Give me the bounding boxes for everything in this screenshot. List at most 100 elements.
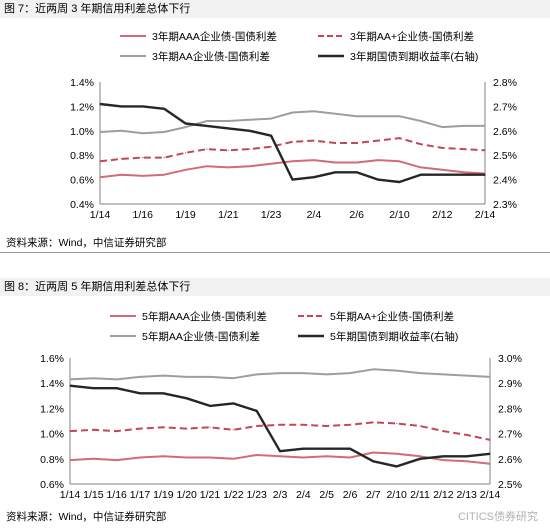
series-3-point xyxy=(120,130,122,132)
series-3-point xyxy=(442,373,444,375)
x-tick-label: 1/14 xyxy=(90,209,111,221)
x-tick-label: 2/3 xyxy=(273,489,288,501)
series-3-point xyxy=(139,376,141,378)
series-2-point xyxy=(186,428,188,430)
series-4-point xyxy=(377,179,379,181)
series-4-point xyxy=(163,108,165,110)
series-2-point xyxy=(99,160,101,162)
series-4-point xyxy=(92,387,94,389)
series-4-point xyxy=(99,103,101,105)
y-right-tick-label: 2.8% xyxy=(498,403,522,415)
series-1-point xyxy=(372,451,374,454)
x-tick-label: 1/21 xyxy=(218,209,239,221)
series-1-point xyxy=(116,459,118,461)
legend-label-2: 3年期AA+企业债-国债利差 xyxy=(350,30,474,43)
series-2-point xyxy=(313,140,315,142)
series-2-point xyxy=(163,157,165,159)
series-2-point xyxy=(442,430,444,432)
series-3-point xyxy=(463,125,465,127)
series-3-point xyxy=(334,113,336,115)
series-2-point xyxy=(279,424,281,426)
series-2-point xyxy=(162,426,164,428)
series-2-point xyxy=(377,140,379,142)
series-2-point xyxy=(206,148,208,150)
series-4-point xyxy=(442,455,444,457)
figure1-caption: 图 7：近两周 3 年期信用利差总体下行 xyxy=(0,0,550,18)
series-3-point xyxy=(291,111,294,114)
x-tick-label: 1/23 xyxy=(246,489,267,501)
series-4-point xyxy=(349,448,351,450)
series-3-point xyxy=(396,370,398,372)
figure1-source: 资料来源：Wind，中信证券研究部 xyxy=(6,237,167,249)
series-3-point xyxy=(69,378,71,380)
series-2-point xyxy=(463,148,465,150)
series-4-point xyxy=(398,181,400,183)
series-4-point xyxy=(326,448,328,450)
series-1-point xyxy=(442,459,444,461)
watermark: CITICS债券研究 xyxy=(457,511,538,523)
series-1-point xyxy=(326,455,328,457)
x-tick-label: 2/10 xyxy=(389,209,410,221)
series-2-point xyxy=(441,147,443,149)
series-4-point xyxy=(419,458,421,460)
y-left-tick-label: 0.6% xyxy=(40,479,64,491)
series-2-point xyxy=(270,146,272,148)
series-2-point xyxy=(334,142,336,144)
series-1-point xyxy=(99,176,101,178)
y-right-tick-label: 2.5% xyxy=(498,479,522,491)
x-tick-label: 2/7 xyxy=(366,489,381,501)
x-tick-label: 2/14 xyxy=(475,209,496,221)
y-left-tick-label: 1.6% xyxy=(40,353,64,365)
y-left-tick-label: 1.2% xyxy=(70,101,94,113)
series-3-point xyxy=(441,126,443,128)
series-3-point xyxy=(313,110,315,112)
series-4-point xyxy=(420,174,422,176)
series-1-point xyxy=(377,159,379,161)
series-2-point xyxy=(185,152,187,154)
series-4-point xyxy=(463,174,465,176)
series-4-point xyxy=(302,448,304,450)
series-4-point xyxy=(139,392,141,394)
y-left-tick-label: 1.4% xyxy=(40,378,64,390)
series-3-point xyxy=(186,376,188,378)
y-left-tick-label: 1.0% xyxy=(40,429,64,441)
series-2-point xyxy=(232,429,234,431)
series-1-point xyxy=(186,456,188,459)
series-2-point xyxy=(116,430,118,432)
figure2-caption: 图 8：近两周 5 年期信用利差总体下行 xyxy=(0,278,550,296)
series-2-point xyxy=(69,430,71,432)
x-tick-label: 1/17 xyxy=(130,489,151,501)
series-4-point xyxy=(232,402,234,404)
series-4-point xyxy=(279,450,281,452)
series-1-point xyxy=(209,456,211,459)
series-2-point xyxy=(489,439,491,441)
x-tick-label: 2/13 xyxy=(456,489,477,501)
series-4-point xyxy=(256,410,258,412)
series-4-point xyxy=(185,122,187,125)
y-right-tick-label: 2.4% xyxy=(493,175,517,187)
series-1-point xyxy=(398,160,400,162)
series-2-point xyxy=(256,425,258,427)
series-1-point xyxy=(489,463,491,465)
series-line-3 xyxy=(69,368,491,381)
series-2-point xyxy=(92,429,94,431)
series-1-point xyxy=(356,161,358,164)
x-tick-label: 2/11 xyxy=(410,489,430,501)
series-3-point xyxy=(377,115,379,117)
y-right-tick-label: 2.7% xyxy=(493,101,517,113)
series-1-point xyxy=(163,174,165,176)
series-2-point xyxy=(396,422,398,425)
series-3-point xyxy=(142,132,144,134)
figure1-divider xyxy=(0,252,550,253)
series-3-point xyxy=(419,372,421,374)
series-4-point xyxy=(441,174,443,176)
y-right-tick-label: 3.0% xyxy=(498,353,522,365)
series-1-point xyxy=(302,456,304,459)
x-tick-label: 2/6 xyxy=(349,209,364,221)
series-2-point xyxy=(419,425,421,427)
series-1-point xyxy=(227,166,229,168)
series-2-point xyxy=(466,434,468,436)
series-2-point xyxy=(398,137,400,139)
x-tick-label: 1/16 xyxy=(106,489,127,501)
series-4-point xyxy=(162,392,164,394)
